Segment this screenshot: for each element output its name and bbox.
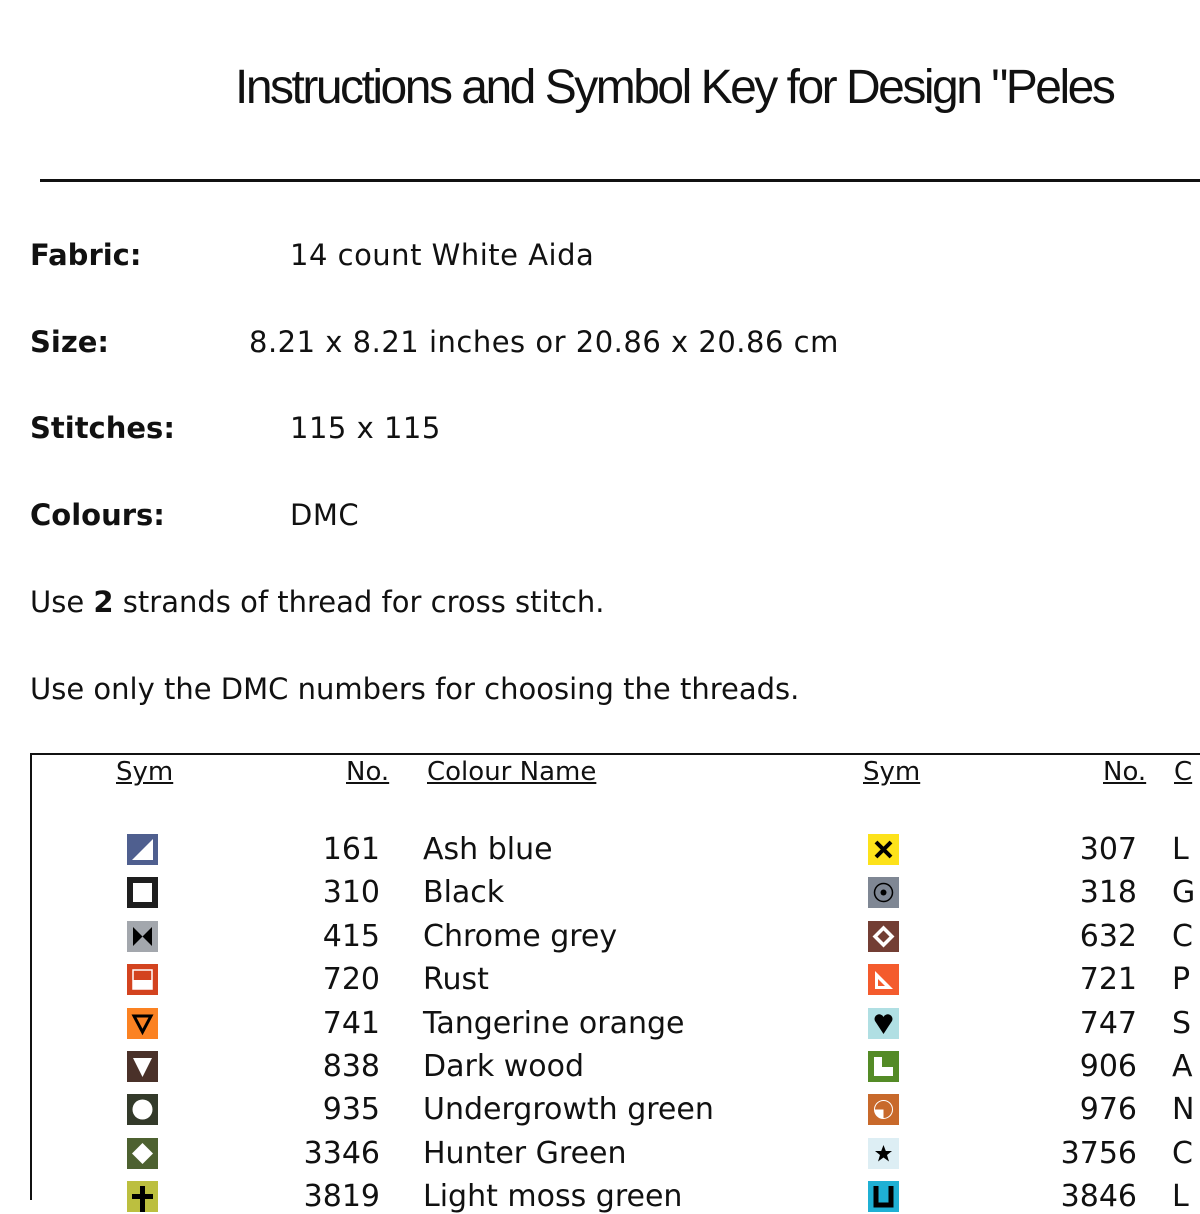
diamond-symbol-icon xyxy=(127,1137,158,1169)
triangle-outline-symbol-icon xyxy=(127,1007,158,1039)
l-shape-symbol-icon xyxy=(868,1051,899,1082)
header-no-2: No. xyxy=(1103,757,1147,787)
title-divider xyxy=(40,179,1200,182)
dot-circle-symbol-icon xyxy=(868,877,899,909)
page-title: Instructions and Symbol Key for Design "… xyxy=(235,61,1116,114)
colour-name: L xyxy=(1172,1179,1189,1214)
bowtie-symbol-icon xyxy=(127,920,158,952)
fabric-label: Fabric: xyxy=(30,238,142,272)
x-symbol-icon xyxy=(868,834,899,865)
colour-name: Chrome grey xyxy=(423,918,618,954)
colour-name: Ash blue xyxy=(423,832,553,867)
colour-name: N xyxy=(1172,1092,1195,1128)
dmc-number: 307 xyxy=(1079,832,1137,867)
colour-name: C xyxy=(1172,918,1193,954)
star-symbol-icon xyxy=(868,1137,899,1169)
dmc-number: 3756 xyxy=(1060,1135,1137,1171)
dmc-number: 3346 xyxy=(303,1135,380,1171)
plus-symbol-icon xyxy=(127,1181,158,1213)
dmc-instruction: Use only the DMC numbers for choosing th… xyxy=(30,672,800,706)
colour-name: Undergrowth green xyxy=(423,1092,714,1128)
header-sym-2: Sym xyxy=(863,757,921,787)
header-colour-name: Colour Name xyxy=(427,757,597,787)
colour-name: Dark wood xyxy=(423,1049,585,1084)
colour-name: C xyxy=(1172,1135,1193,1171)
set-square-symbol-icon xyxy=(868,964,899,996)
colour-name: Tangerine orange xyxy=(423,1005,685,1041)
quarter-circle-symbol-icon xyxy=(868,1094,899,1126)
circle-symbol-icon xyxy=(127,1094,158,1126)
colours-value: DMC xyxy=(290,498,360,532)
dmc-number: 720 xyxy=(322,962,380,998)
diamond-outline-symbol-icon xyxy=(868,920,899,952)
header-sym: Sym xyxy=(116,757,174,787)
colour-name: L xyxy=(1172,832,1189,867)
colours-label: Colours: xyxy=(30,498,165,532)
colour-name: Light moss green xyxy=(423,1179,683,1214)
dmc-number: 318 xyxy=(1079,875,1137,911)
size-label: Size: xyxy=(30,325,109,359)
dmc-number: 161 xyxy=(322,832,380,867)
u-shape-symbol-icon xyxy=(868,1181,899,1213)
half-triangle-symbol-icon xyxy=(127,834,158,865)
triangle-down-symbol-icon xyxy=(127,1051,158,1082)
dmc-number: 310 xyxy=(322,875,380,911)
strands-pre: Use xyxy=(30,585,94,619)
dmc-number: 747 xyxy=(1079,1005,1137,1041)
colour-name: A xyxy=(1172,1049,1193,1084)
dmc-number: 976 xyxy=(1079,1092,1137,1128)
dmc-number: 935 xyxy=(322,1092,380,1128)
colour-name: Rust xyxy=(423,962,489,998)
heart-symbol-icon xyxy=(868,1007,899,1039)
dmc-number: 838 xyxy=(322,1049,380,1084)
strands-post: strands of thread for cross stitch. xyxy=(113,585,605,619)
stitches-label: Stitches: xyxy=(30,411,175,445)
colour-name: G xyxy=(1172,875,1196,911)
dmc-number: 415 xyxy=(322,918,380,954)
dmc-number: 721 xyxy=(1079,962,1137,998)
dmc-number: 906 xyxy=(1079,1049,1137,1084)
colour-name: S xyxy=(1172,1005,1192,1041)
size-value: 8.21 x 8.21 inches or 20.86 x 20.86 cm xyxy=(249,325,839,359)
colour-name: P xyxy=(1172,962,1191,998)
fabric-value: 14 count White Aida xyxy=(290,238,595,272)
half-rect-symbol-icon xyxy=(127,964,158,996)
header-colour-name-2: C xyxy=(1174,757,1193,787)
header-no: No. xyxy=(346,757,390,787)
dmc-number: 741 xyxy=(322,1005,380,1041)
symbol-key-table xyxy=(30,753,1200,1200)
square-symbol-icon xyxy=(127,877,158,909)
dmc-number: 3819 xyxy=(303,1179,380,1214)
colour-name: Black xyxy=(423,875,505,911)
colour-name: Hunter Green xyxy=(423,1135,627,1171)
strands-count: 2 xyxy=(93,585,114,619)
dmc-number: 632 xyxy=(1079,918,1137,954)
stitches-value: 115 x 115 xyxy=(290,411,441,445)
strands-instruction: Use 2 strands of thread for cross stitch… xyxy=(30,585,605,619)
dmc-number: 3846 xyxy=(1060,1179,1137,1214)
